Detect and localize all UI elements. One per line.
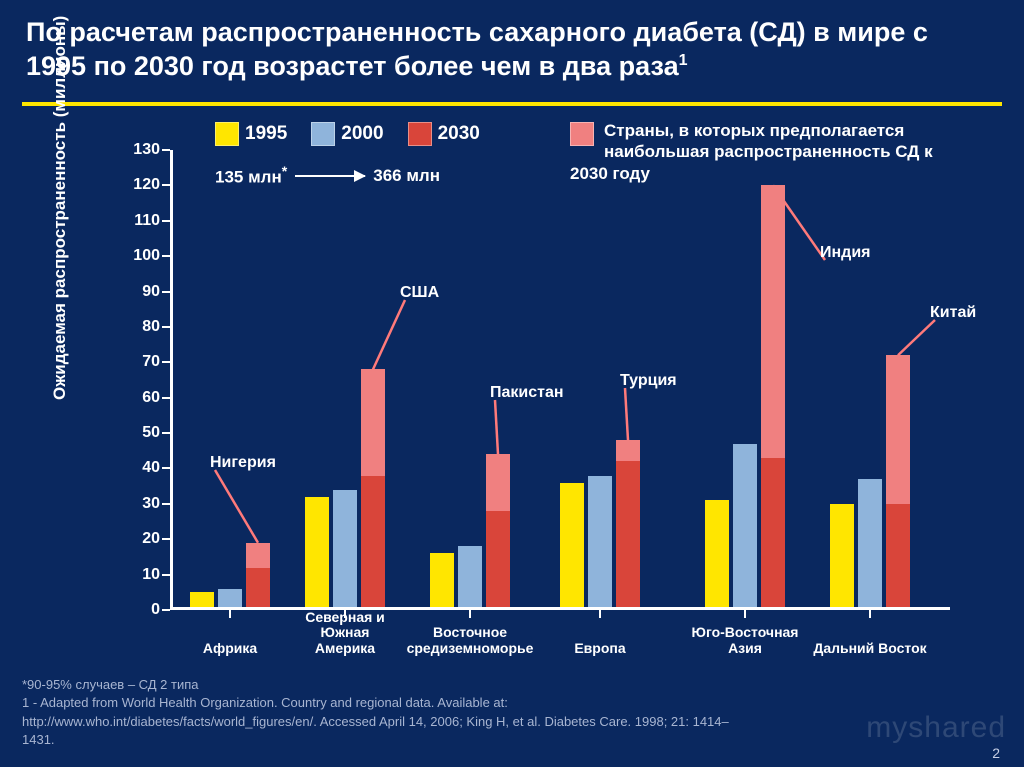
footnote-line: 1 - Adapted from World Health Organizati… <box>22 694 742 749</box>
page-number: 2 <box>992 745 1000 761</box>
y-tick-label: 60 <box>110 389 160 407</box>
y-tick <box>162 432 170 434</box>
bar-base-segment <box>486 511 510 607</box>
x-category-label: Дальний Восток <box>805 641 935 656</box>
bar <box>588 476 612 607</box>
y-tick <box>162 467 170 469</box>
swatch-icon <box>408 122 432 146</box>
chart-container: Ожидаемая распространенность (миллионы) … <box>60 150 960 670</box>
callout-label: Пакистан <box>490 384 564 402</box>
swatch-icon <box>215 122 239 146</box>
plot-area: 0102030405060708090100110120130АфрикаНиг… <box>170 150 950 610</box>
bar-base-segment <box>616 461 640 607</box>
bar <box>361 369 385 607</box>
x-category-label: Европа <box>535 641 665 656</box>
x-tick <box>599 610 601 618</box>
bar <box>486 454 510 607</box>
bar <box>458 546 482 607</box>
y-tick-label: 120 <box>110 176 160 194</box>
bar <box>705 500 729 607</box>
y-tick <box>162 574 170 576</box>
bar <box>886 355 910 607</box>
y-tick-label: 110 <box>110 212 160 230</box>
y-tick-label: 80 <box>110 318 160 336</box>
bar-base-segment <box>761 458 785 607</box>
bar <box>218 589 242 607</box>
x-tick <box>469 610 471 618</box>
bar <box>616 440 640 607</box>
bar-base-segment <box>886 504 910 607</box>
y-tick <box>162 397 170 399</box>
bar <box>246 543 270 607</box>
y-tick-label: 40 <box>110 459 160 477</box>
x-tick <box>229 610 231 618</box>
bar <box>333 490 357 607</box>
y-axis-title: Ожидаемая распространенность (миллионы) <box>50 16 70 400</box>
y-tick <box>162 149 170 151</box>
bar <box>430 553 454 607</box>
swatch-highlight <box>570 122 594 146</box>
title-divider <box>22 102 1002 106</box>
y-tick-label: 0 <box>110 601 160 619</box>
legend: 1995 2000 2030 <box>215 122 480 146</box>
legend-item: 2030 <box>408 122 480 146</box>
y-tick <box>162 184 170 186</box>
y-tick <box>162 326 170 328</box>
y-tick <box>162 538 170 540</box>
x-tick <box>869 610 871 618</box>
legend-item: 2000 <box>311 122 383 146</box>
y-tick <box>162 291 170 293</box>
swatch-icon <box>311 122 335 146</box>
bar <box>830 504 854 607</box>
callout-label: Индия <box>820 244 871 262</box>
legend-label: 1995 <box>245 123 287 145</box>
y-tick-label: 130 <box>110 141 160 159</box>
slide-title: По расчетам распространенность сахарного… <box>26 16 986 84</box>
watermark: myshared <box>866 711 1006 745</box>
footnotes: *90-95% случаев – СД 2 типа1 - Adapted f… <box>22 676 742 749</box>
bar <box>190 592 214 607</box>
y-axis <box>170 150 173 610</box>
x-category-label: Северная и ЮжнаяАмерика <box>280 610 410 656</box>
callout-label: США <box>400 284 439 302</box>
y-tick <box>162 220 170 222</box>
bar-base-segment <box>246 568 270 607</box>
legend-label: 2000 <box>341 123 383 145</box>
y-tick <box>162 503 170 505</box>
y-tick <box>162 361 170 363</box>
callout-label: Китай <box>930 304 976 322</box>
bar <box>761 185 785 607</box>
bar-base-segment <box>361 476 385 607</box>
y-tick-label: 70 <box>110 353 160 371</box>
y-tick-label: 10 <box>110 566 160 584</box>
callout-label: Турция <box>620 372 677 390</box>
y-tick-label: 50 <box>110 424 160 442</box>
x-category-label: Восточноесредиземноморье <box>405 625 535 656</box>
slide: По расчетам распространенность сахарного… <box>0 0 1024 767</box>
y-tick-label: 20 <box>110 530 160 548</box>
y-tick <box>162 609 170 611</box>
x-category-label: Африка <box>165 641 295 656</box>
callout-label: Нигерия <box>210 454 276 472</box>
y-tick-label: 90 <box>110 283 160 301</box>
footnote-line: *90-95% случаев – СД 2 типа <box>22 676 742 694</box>
bar <box>858 479 882 607</box>
legend-label: 2030 <box>438 123 480 145</box>
x-category-label: Юго-ВосточнаяАзия <box>680 625 810 656</box>
bar <box>560 483 584 607</box>
legend-item: 1995 <box>215 122 287 146</box>
y-tick-label: 30 <box>110 495 160 513</box>
y-tick-label: 100 <box>110 247 160 265</box>
y-tick <box>162 255 170 257</box>
bar <box>733 444 757 607</box>
x-tick <box>744 610 746 618</box>
bar <box>305 497 329 607</box>
